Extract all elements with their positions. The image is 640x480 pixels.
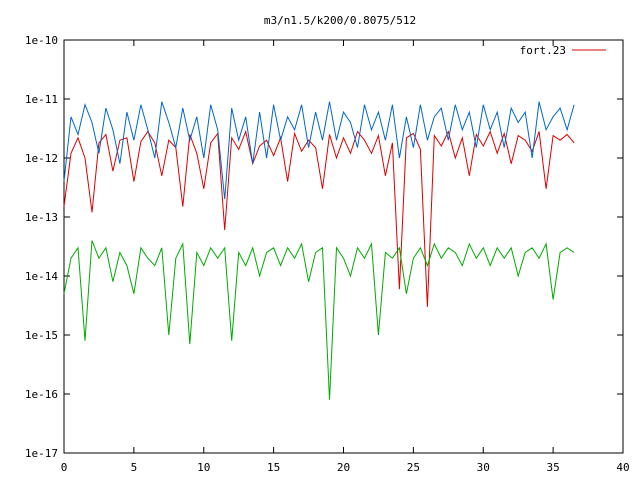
x-tick-label: 20	[337, 461, 350, 474]
y-tick-label: 1e-11	[25, 93, 58, 106]
series-line-2	[63, 101, 575, 200]
y-tick-label: 1e-10	[25, 34, 58, 47]
x-tick-label: 10	[197, 461, 210, 474]
series-layer	[63, 101, 575, 400]
x-tick-label: 35	[547, 461, 560, 474]
y-tick-label: 1e-17	[25, 447, 58, 460]
x-tick-label: 5	[131, 461, 138, 474]
series-line-3	[63, 240, 575, 400]
y-tick-label: 1e-15	[25, 329, 58, 342]
series-line-fort-23	[63, 129, 575, 307]
legend-label: fort.23	[520, 44, 566, 57]
chart-title: m3/n1.5/k200/0.8075/512	[264, 14, 416, 27]
x-tick-label: 15	[267, 461, 280, 474]
x-tick-label: 40	[616, 461, 629, 474]
y-tick-label: 1e-12	[25, 152, 58, 165]
y-tick-label: 1e-14	[25, 270, 58, 283]
legend: fort.23	[520, 44, 606, 57]
y-tick-label: 1e-16	[25, 388, 58, 401]
y-tick-label: 1e-13	[25, 211, 58, 224]
x-tick-label: 0	[61, 461, 68, 474]
x-tick-label: 25	[407, 461, 420, 474]
x-tick-label: 30	[477, 461, 490, 474]
axis-ticks-layer: 0 5 10 15 20 25 30 35 40 1e-17 1e-16 1e-15 1e-14 1e-1…	[25, 34, 630, 474]
